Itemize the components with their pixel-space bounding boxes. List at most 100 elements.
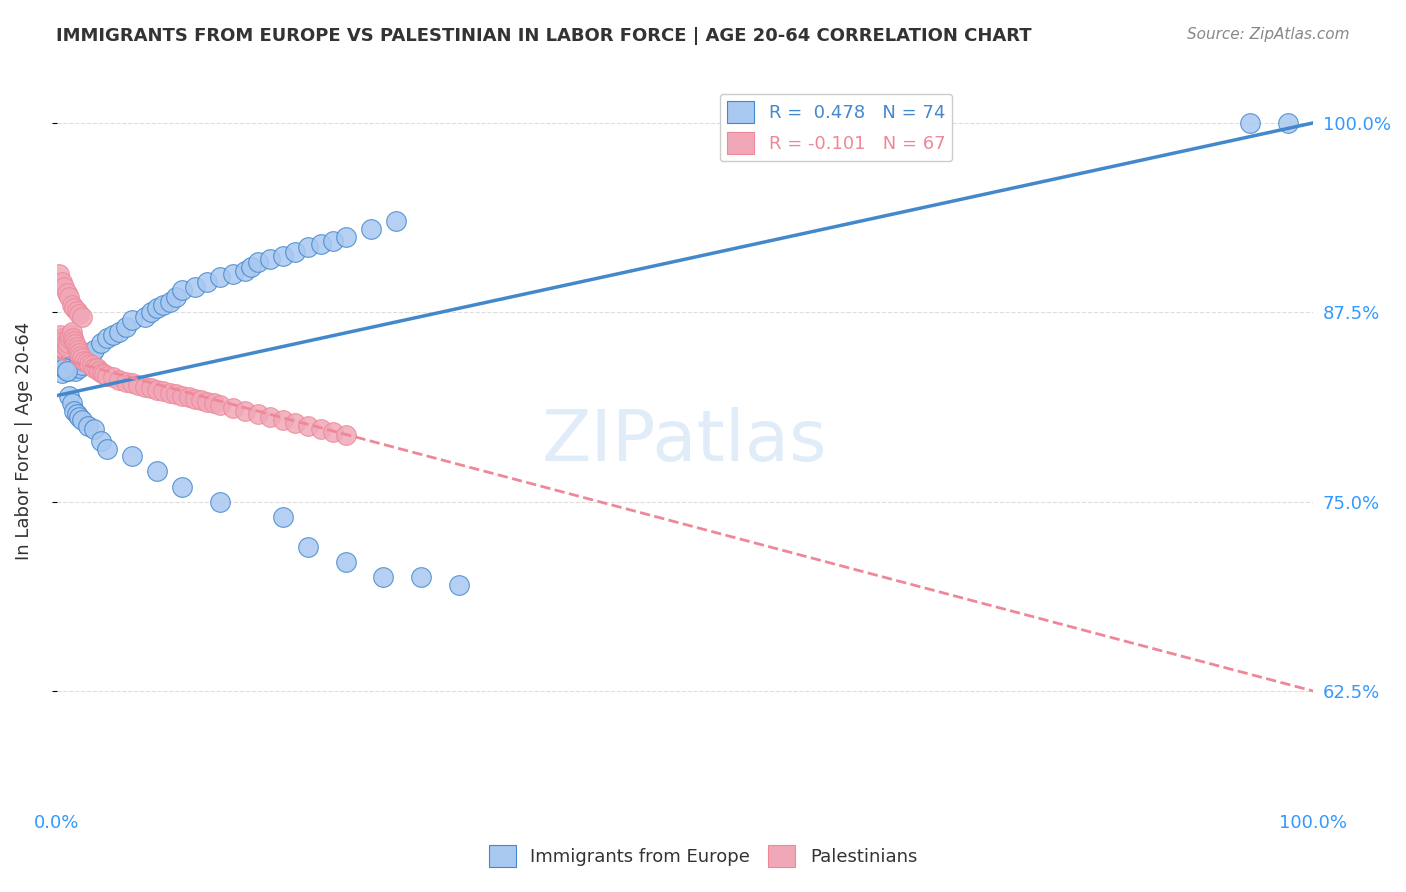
Point <box>240 260 263 274</box>
Point <box>73 353 96 368</box>
Point <box>259 252 281 267</box>
Point <box>83 361 105 376</box>
Point <box>58 290 80 304</box>
Point <box>55 355 77 369</box>
Point <box>70 351 93 365</box>
Point <box>53 361 76 376</box>
Text: IMMIGRANTS FROM EUROPE VS PALESTINIAN IN LABOR FORCE | AGE 20-64 CORRELATION CHA: IMMIGRANTS FROM EUROPE VS PALESTINIAN IN… <box>56 27 1032 45</box>
Point <box>197 275 219 289</box>
Point <box>65 364 87 378</box>
Text: ZIPatlas: ZIPatlas <box>543 407 828 475</box>
Point <box>80 346 103 360</box>
Point <box>55 337 77 351</box>
Point <box>259 409 281 424</box>
Point <box>48 268 70 282</box>
Point <box>208 494 231 508</box>
Point <box>70 359 93 373</box>
Legend: R =  0.478   N = 74, R = -0.101   N = 67: R = 0.478 N = 74, R = -0.101 N = 67 <box>720 94 952 161</box>
Point <box>127 378 149 392</box>
Y-axis label: In Labor Force | Age 20-64: In Labor Force | Age 20-64 <box>15 322 32 560</box>
Point <box>63 334 86 348</box>
Point <box>322 425 344 439</box>
Point <box>60 325 83 339</box>
Point <box>80 359 103 373</box>
Point <box>221 268 243 282</box>
Point <box>66 340 89 354</box>
Point <box>360 222 382 236</box>
Point <box>101 370 124 384</box>
Point <box>63 403 86 417</box>
Point <box>146 464 169 478</box>
Point <box>89 364 111 378</box>
Point <box>159 385 181 400</box>
Point <box>90 434 112 448</box>
Text: Source: ZipAtlas.com: Source: ZipAtlas.com <box>1187 27 1350 42</box>
Point <box>66 359 89 374</box>
Point <box>284 244 307 259</box>
Point <box>309 422 332 436</box>
Point <box>172 389 194 403</box>
Point <box>59 353 82 368</box>
Point <box>73 353 96 368</box>
Point <box>284 416 307 430</box>
Point <box>83 422 105 436</box>
Point <box>90 335 112 350</box>
Point <box>221 401 243 415</box>
Point <box>373 570 395 584</box>
Point <box>108 374 131 388</box>
Point <box>66 303 89 318</box>
Point <box>63 357 86 371</box>
Point <box>139 381 162 395</box>
Point <box>139 305 162 319</box>
Point <box>1239 116 1261 130</box>
Point <box>114 320 136 334</box>
Point <box>67 346 90 360</box>
Point <box>56 335 79 350</box>
Point <box>55 359 77 374</box>
Point <box>121 376 143 391</box>
Point <box>134 379 156 393</box>
Point <box>96 442 118 456</box>
Point <box>309 237 332 252</box>
Point <box>208 398 231 412</box>
Point <box>146 383 169 397</box>
Point <box>66 343 89 358</box>
Point <box>58 389 80 403</box>
Point <box>62 361 84 376</box>
Point <box>190 393 212 408</box>
Point <box>77 418 100 433</box>
Point <box>56 364 79 378</box>
Point <box>197 394 219 409</box>
Legend: Immigrants from Europe, Palestinians: Immigrants from Europe, Palestinians <box>482 838 924 874</box>
Point <box>77 351 100 365</box>
Point <box>297 540 319 554</box>
Point <box>165 387 187 401</box>
Point <box>76 355 98 369</box>
Point <box>67 409 90 424</box>
Point <box>52 351 75 365</box>
Point <box>322 234 344 248</box>
Point <box>66 355 89 369</box>
Point <box>83 343 105 358</box>
Point <box>246 255 269 269</box>
Point <box>55 285 77 300</box>
Point <box>48 340 70 354</box>
Point <box>121 313 143 327</box>
Point <box>58 331 80 345</box>
Point <box>49 359 72 373</box>
Point <box>60 396 83 410</box>
Point <box>58 363 80 377</box>
Point <box>271 509 294 524</box>
Point <box>49 328 72 343</box>
Point <box>70 310 93 324</box>
Point <box>246 407 269 421</box>
Point <box>86 361 108 376</box>
Point <box>335 229 357 244</box>
Point <box>177 390 200 404</box>
Point <box>271 413 294 427</box>
Point <box>93 368 115 382</box>
Point <box>108 325 131 339</box>
Point <box>233 403 256 417</box>
Point <box>134 310 156 324</box>
Point <box>172 479 194 493</box>
